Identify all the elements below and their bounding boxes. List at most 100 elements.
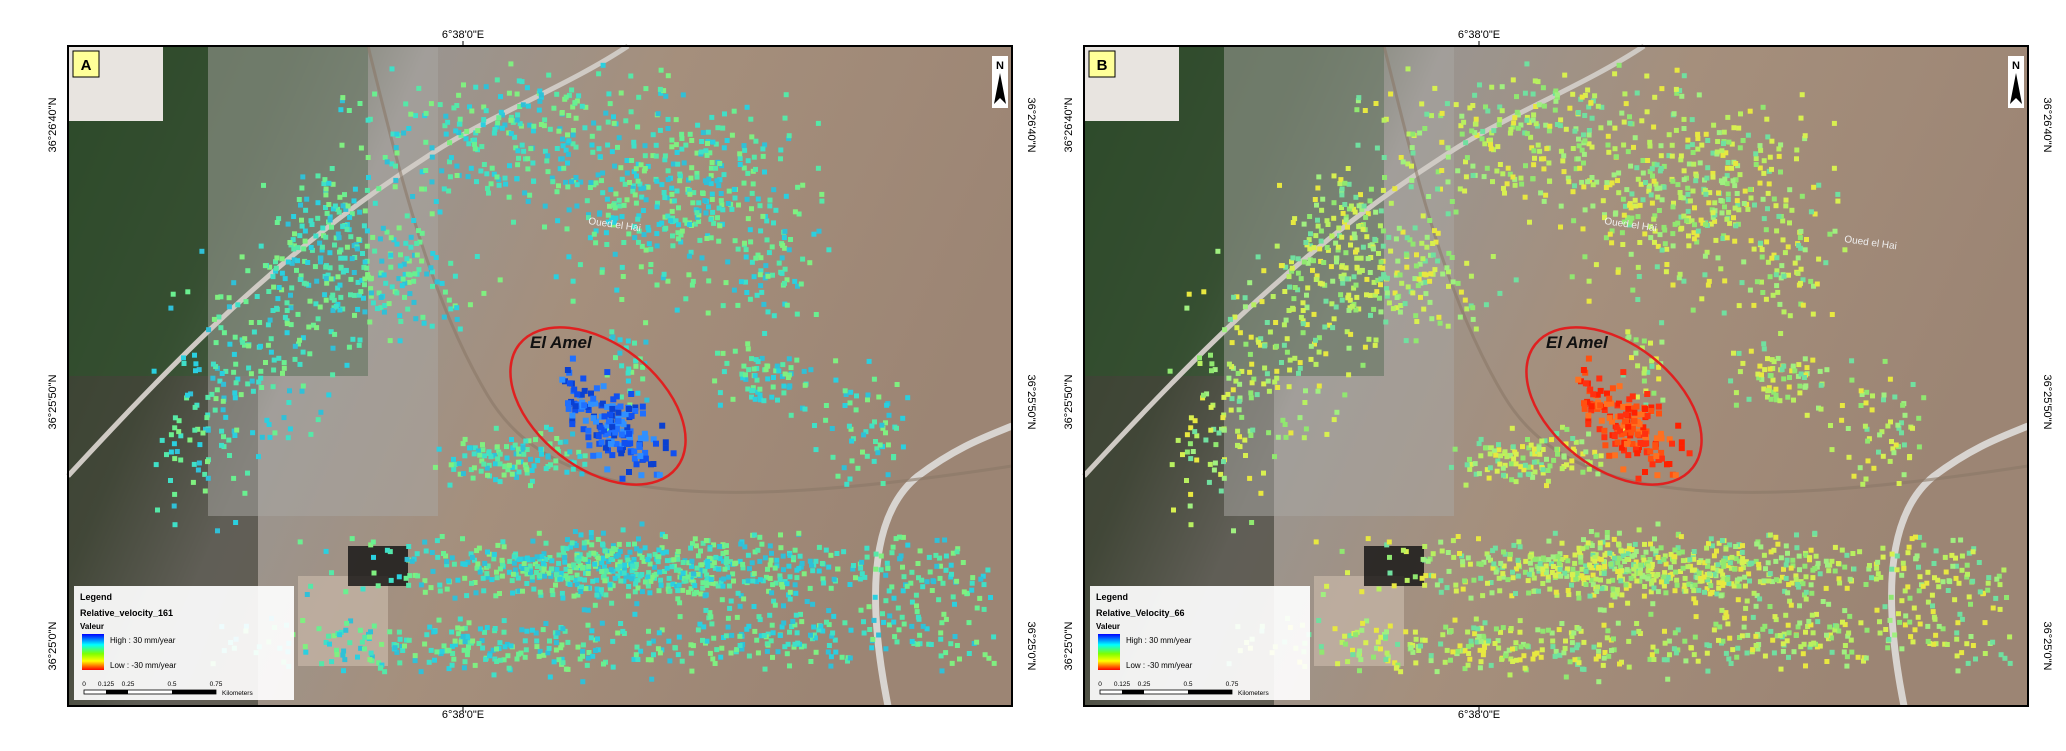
ps-point [1372,342,1378,348]
ps-point [1695,131,1701,137]
ps-point [1647,139,1653,145]
ps-point [656,630,662,636]
ps-point [476,545,482,551]
ps-point [1530,117,1536,123]
ps-point [1658,153,1664,159]
ps-point [537,98,543,104]
ps-point [692,536,698,542]
ps-point [472,146,478,152]
ps-point [791,644,797,650]
ps-point [948,641,954,647]
ps-point [1343,641,1348,647]
ps-point [1794,156,1799,162]
ps-point [1721,310,1727,316]
ps-point [227,341,233,347]
ps-point [1631,566,1637,572]
ps-point [1705,668,1711,674]
ps-point [560,136,565,142]
ps-point [690,200,696,206]
ps-point [1426,194,1432,199]
ps-point [453,128,459,134]
ps-point [1462,188,1468,194]
ps-point [508,61,514,67]
ps-point [1425,558,1431,564]
ps-point [1312,341,1317,347]
ps-point [300,383,306,389]
ps-point [746,653,752,659]
ps-point [436,617,442,623]
ps-point [1649,652,1655,658]
ps-point [1342,633,1348,639]
ps-point [638,162,644,168]
ps-point [1724,173,1730,179]
ps-point [1648,611,1654,617]
ps-point [864,453,870,459]
ps-point [463,136,469,142]
ps-point [1667,652,1672,658]
ps-point [1861,658,1866,664]
ps-point [1409,163,1414,169]
ps-point [1345,570,1350,576]
ps-point [1345,295,1351,301]
ps-point [636,213,642,219]
ps-point [210,375,216,381]
ps-point [1339,192,1345,198]
ps-point [342,192,347,198]
ps-point [1184,478,1189,483]
ps-point [1576,136,1581,142]
ps-point [1739,280,1745,286]
ps-point [1727,220,1733,226]
ps-point [1403,629,1409,635]
ps-point [285,221,291,227]
ps-point [621,578,627,584]
ps-point [1740,138,1746,143]
ps-point [618,90,624,96]
ps-point [1531,162,1537,168]
ps-point [969,587,975,593]
ps-point [1873,576,1879,582]
ps-point [577,576,583,582]
ps-point [462,659,468,665]
ps-point [1954,653,1960,659]
ps-point [1758,240,1763,246]
ps-point [767,562,773,568]
ps-point [1589,115,1595,121]
ps-point [1382,274,1387,280]
ps-point [587,185,593,190]
ps-point [628,391,635,397]
ps-point [1437,320,1443,326]
ps-point [1678,153,1684,159]
ps-point [773,368,779,374]
ps-point [645,184,651,190]
ps-point [480,575,486,581]
ps-point [1201,392,1206,398]
ps-point [1406,131,1412,137]
ps-point [371,570,377,576]
ps-point [522,190,528,196]
ps-point [889,584,895,590]
ps-point [1387,623,1393,629]
ps-point [1471,577,1477,583]
ps-point [785,641,791,647]
ps-point [457,326,463,332]
ps-point [1916,534,1922,540]
ps-point [619,214,625,220]
ps-point [317,304,323,310]
ps-point [1557,652,1563,658]
ps-point [515,459,521,465]
ps-point [349,256,355,262]
ps-point [645,574,651,580]
ps-point [752,396,758,402]
ps-point [484,171,490,177]
ps-point [1208,404,1214,410]
ps-point [751,274,757,280]
ps-point [232,390,238,396]
ps-point [1473,116,1479,122]
ps-point [1651,657,1657,662]
ps-point [1318,238,1324,244]
ps-point [1455,534,1461,539]
ps-point [414,241,420,246]
ps-point [1518,122,1524,128]
ps-point [631,143,637,149]
ps-point [1500,171,1506,177]
